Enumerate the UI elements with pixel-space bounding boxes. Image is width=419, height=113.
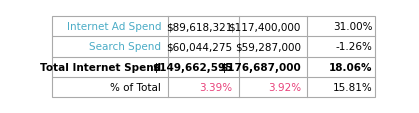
Text: 15.81%: 15.81% [333, 82, 372, 92]
Text: $60,044,275: $60,044,275 [166, 42, 233, 52]
Text: $149,662,595: $149,662,595 [152, 62, 233, 72]
Text: 18.06%: 18.06% [329, 62, 372, 72]
Text: 3.92%: 3.92% [268, 82, 301, 92]
Text: Total Internet Spend: Total Internet Spend [40, 62, 161, 72]
Text: $89,618,321: $89,618,321 [166, 22, 233, 32]
Text: $117,400,000: $117,400,000 [228, 22, 301, 32]
Text: 31.00%: 31.00% [333, 22, 372, 32]
Text: $59,287,000: $59,287,000 [235, 42, 301, 52]
Text: -1.26%: -1.26% [335, 42, 372, 52]
Text: Internet Ad Spend: Internet Ad Spend [67, 22, 161, 32]
Text: 3.39%: 3.39% [199, 82, 233, 92]
Text: Search Spend: Search Spend [89, 42, 161, 52]
Text: % of Total: % of Total [110, 82, 161, 92]
Text: $176,687,000: $176,687,000 [220, 62, 301, 72]
